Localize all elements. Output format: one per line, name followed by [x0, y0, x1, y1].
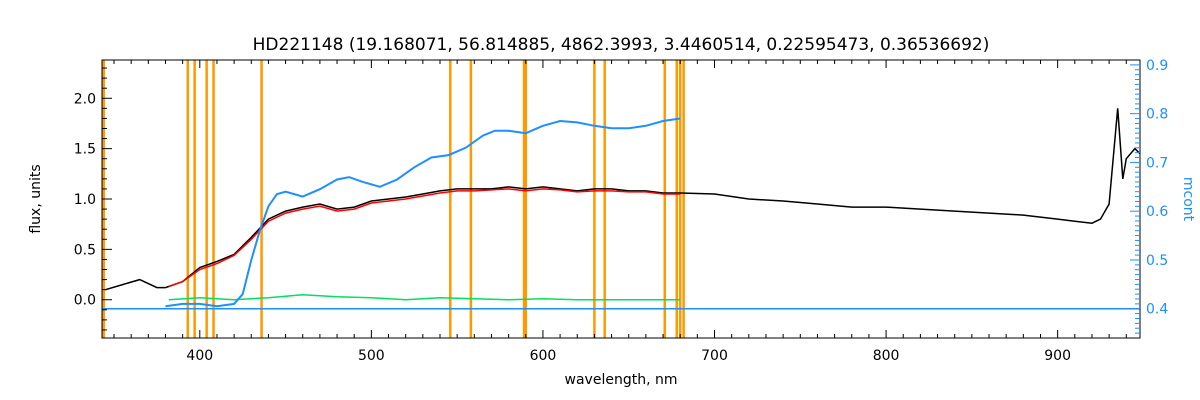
- series-model: [168, 188, 681, 288]
- x-tick-label: 800: [873, 348, 900, 364]
- x-tick-label: 500: [358, 348, 385, 364]
- series-observed: [105, 108, 1141, 291]
- plot-frame: [101, 59, 1141, 339]
- x-axis: 400 500 600 700 800 900: [113, 60, 1127, 364]
- x-axis-title: wavelength, nm: [565, 372, 678, 388]
- y2-tick-label: 0.7: [1146, 155, 1168, 171]
- y2-tick-label: 0.6: [1146, 204, 1168, 220]
- y-tick-label: 0.5: [74, 242, 96, 258]
- y-tick-label: 0.0: [74, 293, 96, 309]
- x-tick-label: 600: [530, 348, 557, 364]
- series-mcont: [165, 117, 681, 308]
- y2-axis: 0.4 0.5 0.6 0.7 0.8 0.9: [1130, 58, 1168, 334]
- x-tick-label: 400: [186, 348, 213, 364]
- series-group: [102, 108, 1141, 310]
- series-residual: [168, 293, 681, 301]
- y2-axis-title: mcont: [1180, 177, 1196, 222]
- x-tick-label: 900: [1044, 348, 1071, 364]
- y2-tick-label: 0.9: [1146, 58, 1168, 74]
- y2-tick-label: 0.8: [1146, 107, 1168, 123]
- y2-tick-label: 0.5: [1146, 253, 1168, 269]
- y-tick-label: 1.0: [74, 192, 96, 208]
- line-markers: [102, 60, 685, 338]
- y-tick-label: 2.0: [74, 91, 96, 107]
- y2-tick-label: 0.4: [1146, 302, 1168, 318]
- y-axis: 0.0 0.5 1.0 1.5 2.0: [74, 67, 112, 331]
- x-tick-label: 700: [701, 348, 728, 364]
- y-axis-title: flux, units: [28, 164, 44, 233]
- y-tick-label: 1.5: [74, 142, 96, 158]
- chart-title: HD221148 (19.168071, 56.814885, 4862.399…: [253, 35, 990, 55]
